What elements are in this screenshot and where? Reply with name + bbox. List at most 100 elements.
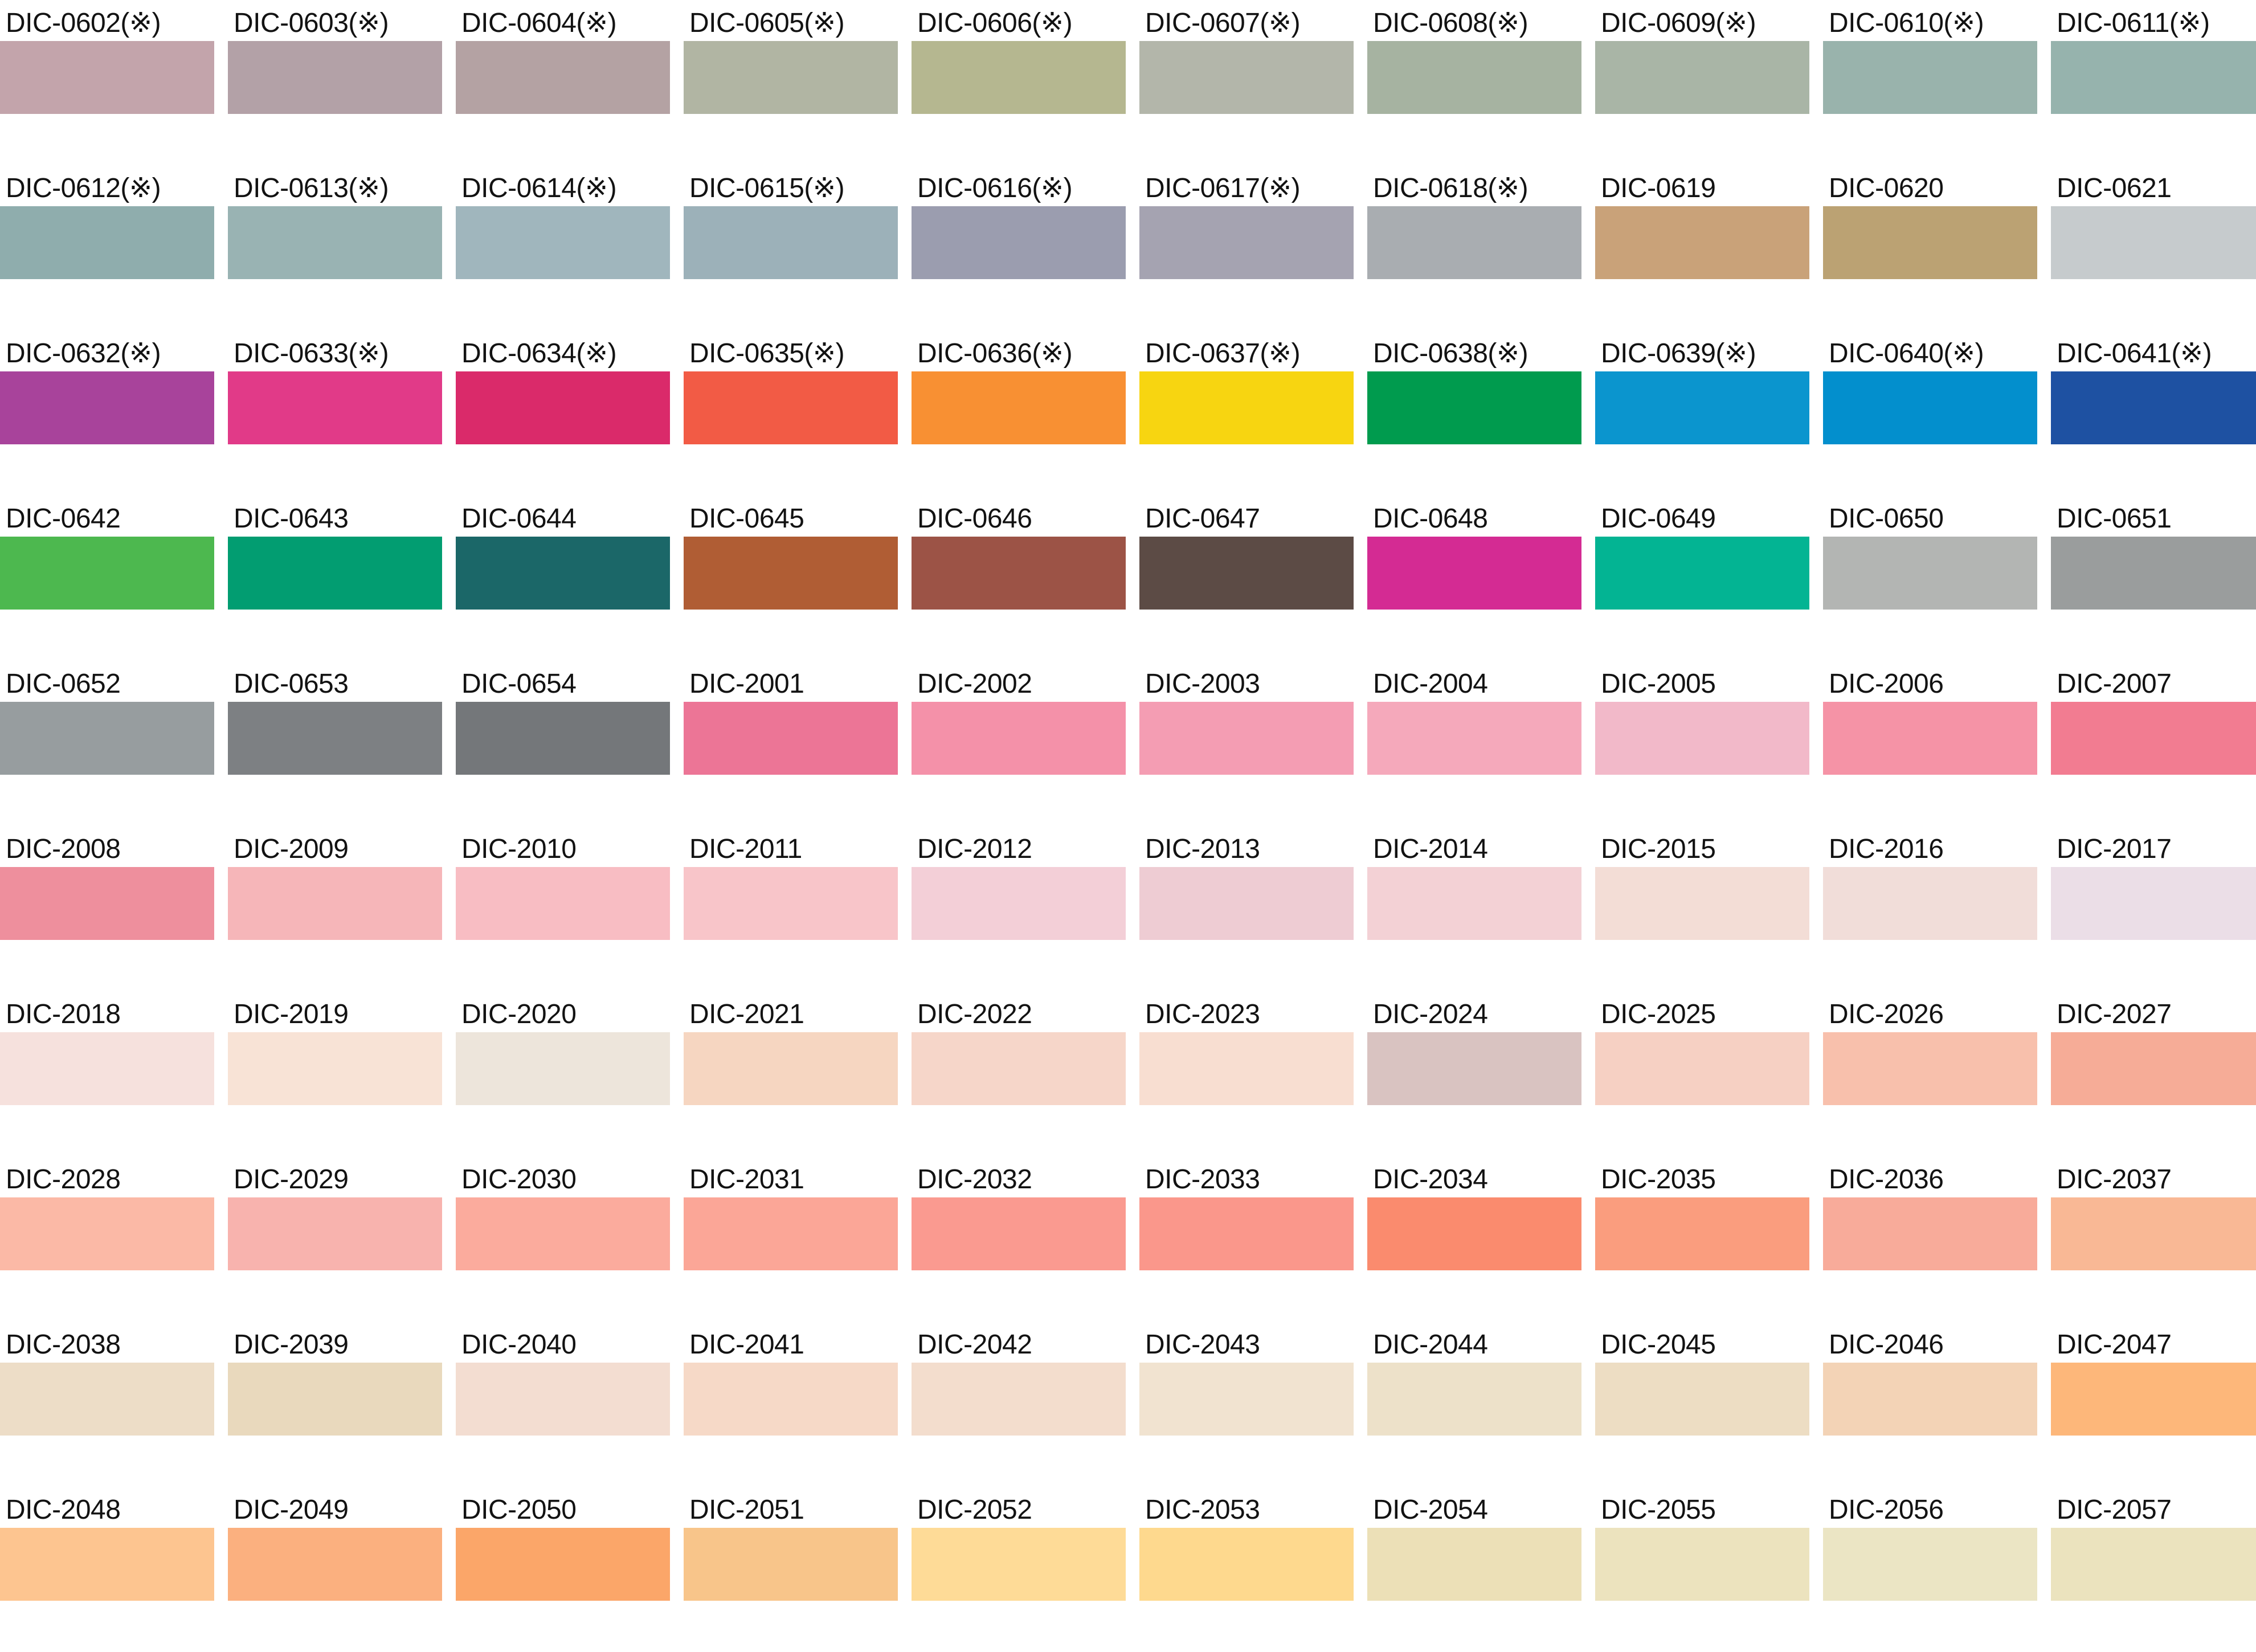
swatch-label: DIC-2023 <box>1145 999 1260 1029</box>
swatch-label: DIC-2040 <box>461 1330 577 1360</box>
swatch-label: DIC-2015 <box>1601 834 1716 864</box>
swatch-label: DIC-2013 <box>1145 834 1260 864</box>
swatch-label: DIC-2008 <box>6 834 121 864</box>
swatch-label: DIC-0611(※) <box>2057 8 2210 38</box>
color-chip <box>912 371 1126 444</box>
color-chip <box>1595 867 1809 940</box>
swatch-label: DIC-2028 <box>6 1164 121 1195</box>
swatch-cell: DIC-0641(※) <box>2051 330 2256 496</box>
color-chip <box>1139 206 1354 279</box>
swatch-label: DIC-2026 <box>1829 999 1944 1029</box>
swatch-label: DIC-0614(※) <box>461 173 617 203</box>
color-chip <box>1367 702 1581 775</box>
color-chip <box>1139 867 1354 940</box>
swatch-cell: DIC-0619 <box>1595 165 1823 330</box>
swatch-cell: DIC-2055 <box>1595 1487 1823 1652</box>
swatch-cell: DIC-0612(※) <box>0 165 228 330</box>
swatch-cell: DIC-2046 <box>1823 1322 2051 1487</box>
swatch-cell: DIC-2030 <box>456 1156 684 1322</box>
swatch-cell: DIC-2016 <box>1823 826 2051 991</box>
swatch-cell: DIC-0616(※) <box>912 165 1139 330</box>
swatch-cell: DIC-0649 <box>1595 496 1823 661</box>
swatch-cell: DIC-0651 <box>2051 496 2256 661</box>
swatch-label: DIC-2032 <box>917 1164 1032 1195</box>
color-chip <box>0 1363 214 1436</box>
swatch-label: DIC-2020 <box>461 999 577 1029</box>
swatch-label: DIC-2044 <box>1373 1330 1488 1360</box>
swatch-cell: DIC-2034 <box>1367 1156 1595 1322</box>
swatch-cell: DIC-0608(※) <box>1367 0 1595 165</box>
color-chip <box>456 1528 670 1601</box>
swatch-cell: DIC-0646 <box>912 496 1139 661</box>
swatch-label: DIC-2002 <box>917 669 1032 699</box>
swatch-cell: DIC-0614(※) <box>456 165 684 330</box>
swatch-cell: DIC-2050 <box>456 1487 684 1652</box>
swatch-label: DIC-0607(※) <box>1145 8 1301 38</box>
swatch-label: DIC-0602(※) <box>6 8 161 38</box>
swatch-label: DIC-2036 <box>1829 1164 1944 1195</box>
color-chip <box>912 1032 1126 1105</box>
swatch-label: DIC-2038 <box>6 1330 121 1360</box>
color-chip <box>1139 371 1354 444</box>
swatch-label: DIC-2042 <box>917 1330 1032 1360</box>
swatch-cell: DIC-0605(※) <box>684 0 912 165</box>
swatch-label: DIC-0616(※) <box>917 173 1073 203</box>
swatch-cell: DIC-0652 <box>0 661 228 826</box>
swatch-label: DIC-2003 <box>1145 669 1260 699</box>
swatch-label: DIC-2024 <box>1373 999 1488 1029</box>
swatch-cell: DIC-2010 <box>456 826 684 991</box>
swatch-label: DIC-2050 <box>461 1495 577 1525</box>
swatch-cell: DIC-0635(※) <box>684 330 912 496</box>
color-chip <box>1139 1363 1354 1436</box>
color-chip <box>2051 1528 2256 1601</box>
color-chip <box>0 1032 214 1105</box>
color-chip <box>2051 1197 2256 1270</box>
swatch-label: DIC-2057 <box>2057 1495 2172 1525</box>
swatch-label: DIC-0639(※) <box>1601 338 1756 369</box>
color-chip <box>1595 1363 1809 1436</box>
swatch-cell: DIC-0607(※) <box>1139 0 1367 165</box>
swatch-label: DIC-2052 <box>917 1495 1032 1525</box>
swatch-cell: DIC-2018 <box>0 991 228 1156</box>
color-chip <box>2051 371 2256 444</box>
swatch-label: DIC-0615(※) <box>689 173 845 203</box>
swatch-cell: DIC-2024 <box>1367 991 1595 1156</box>
swatch-cell: DIC-0644 <box>456 496 684 661</box>
swatch-label: DIC-0613(※) <box>234 173 389 203</box>
swatch-label: DIC-0643 <box>234 504 349 534</box>
swatch-cell: DIC-2035 <box>1595 1156 1823 1322</box>
color-chip <box>1139 1528 1354 1601</box>
color-chip <box>1367 867 1581 940</box>
swatch-label: DIC-2006 <box>1829 669 1944 699</box>
swatch-cell: DIC-0604(※) <box>456 0 684 165</box>
swatch-label: DIC-0618(※) <box>1373 173 1528 203</box>
swatch-cell: DIC-2020 <box>456 991 684 1156</box>
swatch-cell: DIC-2022 <box>912 991 1139 1156</box>
swatch-cell: DIC-0642 <box>0 496 228 661</box>
color-chip <box>1139 41 1354 114</box>
swatch-cell: DIC-0603(※) <box>228 0 456 165</box>
swatch-label: DIC-0634(※) <box>461 338 617 369</box>
swatch-cell: DIC-0620 <box>1823 165 2051 330</box>
swatch-cell: DIC-2054 <box>1367 1487 1595 1652</box>
swatch-label: DIC-2047 <box>2057 1330 2172 1360</box>
swatch-label: DIC-2018 <box>6 999 121 1029</box>
swatch-cell: DIC-0634(※) <box>456 330 684 496</box>
color-chip <box>2051 1363 2256 1436</box>
swatch-label: DIC-2043 <box>1145 1330 1260 1360</box>
swatch-label: DIC-0638(※) <box>1373 338 1528 369</box>
swatch-cell: DIC-2009 <box>228 826 456 991</box>
swatch-cell: DIC-0638(※) <box>1367 330 1595 496</box>
swatch-cell: DIC-2040 <box>456 1322 684 1487</box>
swatch-label: DIC-2037 <box>2057 1164 2172 1195</box>
color-chip <box>1595 702 1809 775</box>
swatch-label: DIC-0641(※) <box>2057 338 2212 369</box>
swatch-label: DIC-0651 <box>2057 504 2172 534</box>
swatch-cell: DIC-0636(※) <box>912 330 1139 496</box>
color-chip <box>2051 702 2256 775</box>
swatch-label: DIC-0645 <box>689 504 804 534</box>
swatch-cell: DIC-0643 <box>228 496 456 661</box>
swatch-label: DIC-2045 <box>1601 1330 1716 1360</box>
swatch-cell: DIC-2028 <box>0 1156 228 1322</box>
swatch-label: DIC-0650 <box>1829 504 1944 534</box>
